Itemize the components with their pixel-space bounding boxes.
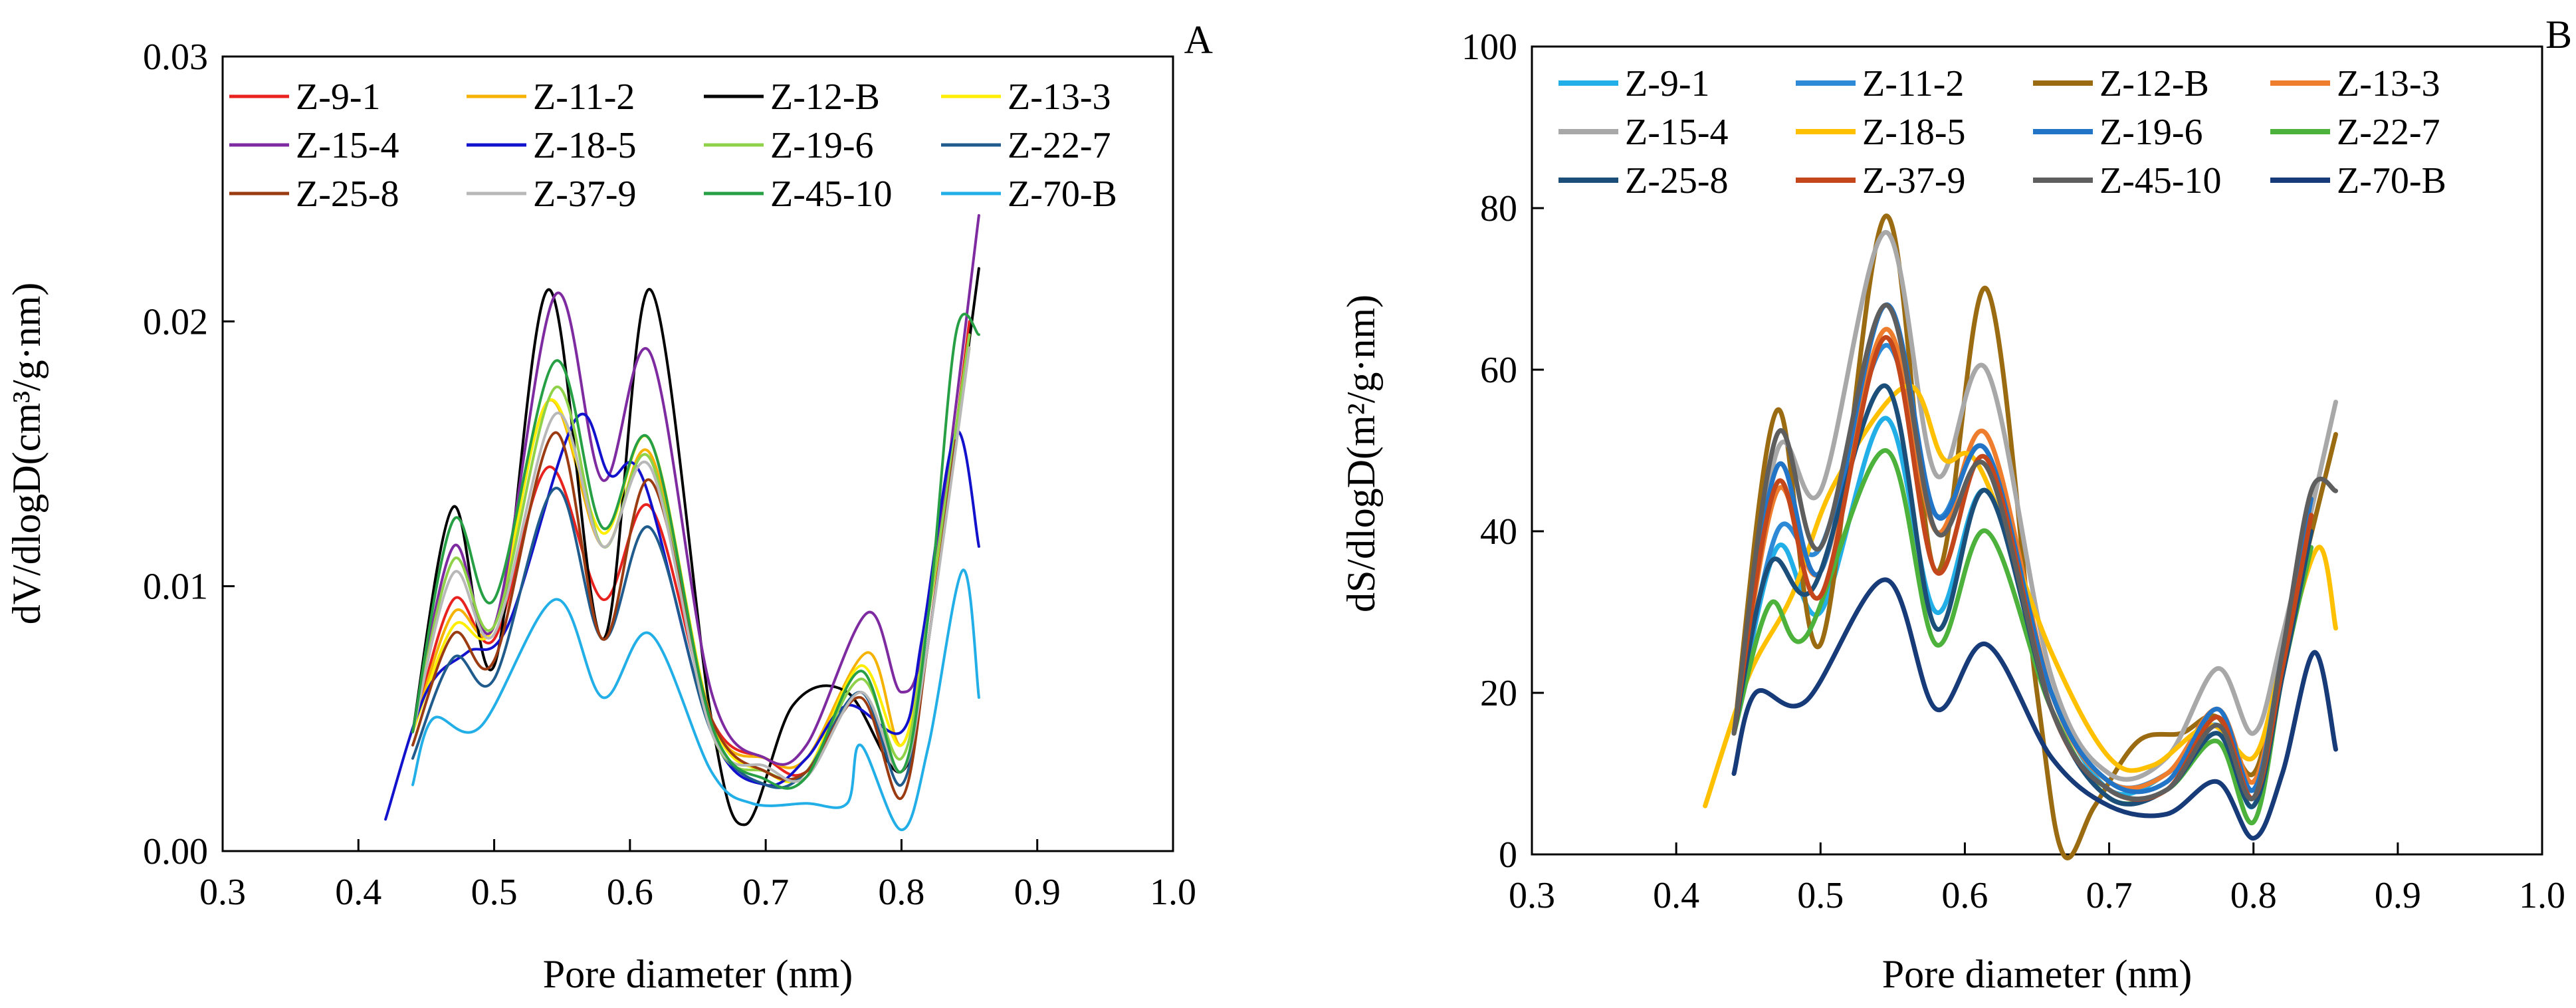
xtick-label: 0.9 [2375,875,2421,916]
legend-label: Z-12-B [770,76,880,118]
legend-label: Z-70-B [2337,160,2446,201]
legend-label: Z-70-B [1008,174,1117,215]
panel-b-xlabel: Pore diameter (nm) [1882,952,2193,996]
xtick-label: 0.5 [471,872,518,913]
panel-a-xticks: 0.3 0.4 0.5 0.6 0.7 0.8 0.9 1.0 [199,839,1196,913]
ytick-label: 0.02 [143,301,208,342]
panel-a-letter: A [1184,18,1213,62]
legend-label: Z-13-3 [2337,63,2440,104]
legend-label: Z-15-4 [296,125,399,166]
legend-label: Z-37-9 [1862,160,1966,201]
panel-b-letter: B [2545,13,2572,57]
panel-b-xticks: 0.3 0.4 0.5 0.6 0.7 0.8 0.9 1.0 [1509,842,2565,916]
legend-label: Z-18-5 [1862,112,1966,153]
xtick-label: 0.4 [335,872,381,913]
legend-label: Z-19-6 [2099,112,2203,153]
panel-b-legend: Z-9-1 Z-11-2 Z-12-B Z-13-3 Z-15-4 Z-18-5 Z-19-… [1558,63,2446,201]
ytick-label: 0.03 [143,37,208,78]
panel-b-yticks: 0 20 40 60 80 100 [1461,27,1544,876]
xtick-label: 0.7 [742,872,789,913]
panel-b-chart: B dS/dlogD(m²/g·nm) Pore diameter (nm) 0… [1339,13,2572,996]
ytick-label: 20 [1480,673,1517,714]
panel-b-ylabel: dS/dlogD(m²/g·nm) [1339,295,1383,612]
legend-label: Z-45-10 [2099,160,2222,201]
xtick-label: 0.9 [1014,872,1061,913]
ytick-label: 40 [1480,511,1517,553]
panel-a-series [384,214,980,832]
legend-label: Z-11-2 [1862,63,1964,104]
xtick-label: 0.5 [1797,875,1844,916]
panel-a-legend: Z-9-1 Z-11-2 Z-12-B Z-13-3 Z-15-4 Z-18-5 Z-19-… [229,76,1117,215]
legend-label: Z-37-9 [533,174,637,215]
panel-a-xlabel: Pore diameter (nm) [543,952,853,996]
xtick-label: 0.3 [199,872,246,913]
xtick-label: 0.6 [1941,875,1988,916]
legend-label: Z-45-10 [770,174,893,215]
ytick-label: 0.00 [143,831,208,872]
series-line-z-45-10 [1731,303,2338,802]
panel-b-series [1703,213,2338,860]
legend-label: Z-12-B [2099,63,2209,104]
xtick-label: 1.0 [1150,872,1196,913]
xtick-label: 0.3 [1509,875,1555,916]
xtick-label: 0.8 [2230,875,2277,916]
series-line-z-45-10 [411,313,980,790]
ytick-label: 0.01 [143,567,208,608]
ytick-label: 100 [1461,27,1517,68]
legend-label: Z-13-3 [1008,76,1111,118]
xtick-label: 0.8 [878,872,924,913]
legend-label: Z-22-7 [1008,125,1111,166]
panel-a-plot-area [221,55,1174,852]
legend-label: Z-22-7 [2337,112,2440,153]
series-line-z-25-8 [1731,383,2314,809]
panel-a-ylabel: dV/dlogD(cm³/g·nm) [5,283,49,625]
series-line-z-22-7 [1731,447,2314,826]
ytick-label: 0 [1499,834,1517,876]
legend-label: Z-15-4 [1625,112,1729,153]
xtick-label: 0.7 [2086,875,2133,916]
xtick-label: 0.4 [1653,875,1699,916]
xtick-label: 0.6 [607,872,653,913]
legend-label: Z-25-8 [1625,160,1729,201]
series-line-z-15-4 [1731,229,2338,782]
legend-label: Z-19-6 [770,125,874,166]
series-line-z-70-b [1731,577,2338,841]
series-line-z-70-b [411,568,980,832]
panel-a-chart: A dV/dlogD(cm³/g·nm) Pore diameter (nm) … [5,18,1213,996]
series-line-z-22-7 [411,439,958,789]
legend-label: Z-9-1 [296,76,381,118]
legend-label: Z-18-5 [533,125,637,166]
ytick-label: 60 [1480,350,1517,391]
legend-label: Z-11-2 [533,76,635,118]
xtick-label: 1.0 [2519,875,2565,916]
legend-label: Z-25-8 [296,174,399,215]
legend-label: Z-9-1 [1625,63,1710,104]
ytick-label: 80 [1480,188,1517,229]
panel-a-yticks: 0.00 0.01 0.02 0.03 [143,37,235,872]
